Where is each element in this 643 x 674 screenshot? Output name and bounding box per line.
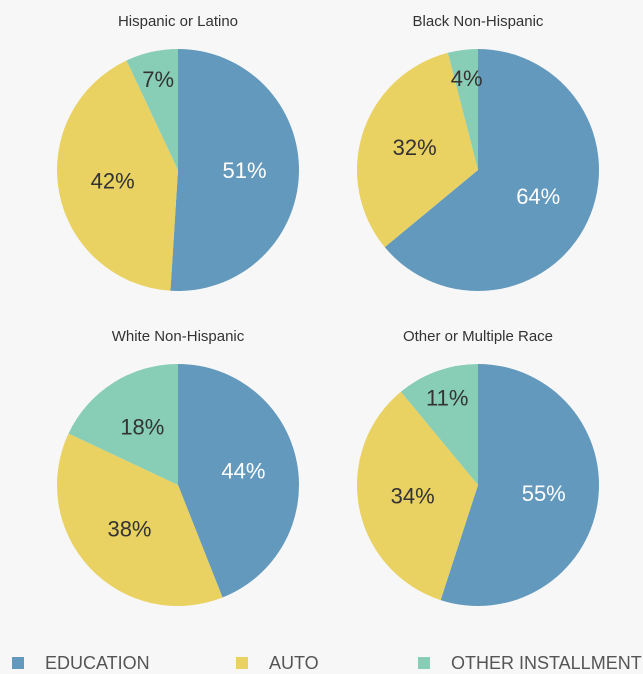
legend-label: OTHER INSTALLMENT (451, 653, 642, 673)
pie-slice (447, 49, 478, 170)
slice-label: 55% (522, 481, 566, 506)
legend-label: EDUCATION (45, 653, 150, 673)
pie-slice (357, 52, 478, 248)
slice-label: 32% (393, 135, 437, 160)
slice-label: 51% (222, 158, 266, 183)
pie-slice (57, 60, 178, 291)
slice-label: 34% (391, 483, 435, 508)
pie-slice (126, 49, 178, 170)
slice-label: 44% (221, 458, 265, 483)
legend-swatch (12, 657, 24, 669)
pie-slice (400, 364, 478, 485)
slice-label: 11% (426, 385, 468, 410)
pie-slice (57, 433, 223, 606)
pie-slice (178, 364, 299, 598)
pie-title: Hispanic or Latino (118, 13, 238, 30)
legend-swatch (236, 657, 248, 669)
pie-title: White Non-Hispanic (112, 328, 245, 345)
slice-label: 38% (107, 516, 151, 541)
pie-slice (384, 49, 600, 292)
pie-slice (170, 49, 300, 291)
pie-slice (440, 364, 600, 607)
pie-slice (68, 364, 178, 485)
pie-title: Black Non-Hispanic (413, 13, 544, 30)
slice-label: 4% (451, 66, 483, 91)
pie-title: Other or Multiple Race (403, 328, 553, 345)
legend-swatch (418, 657, 430, 669)
slice-label: 42% (91, 168, 135, 193)
slice-label: 64% (516, 184, 560, 209)
slice-label: 18% (120, 415, 164, 440)
legend-label: AUTO (269, 653, 319, 673)
slice-label: 7% (142, 67, 174, 92)
pie-slice (357, 391, 478, 601)
